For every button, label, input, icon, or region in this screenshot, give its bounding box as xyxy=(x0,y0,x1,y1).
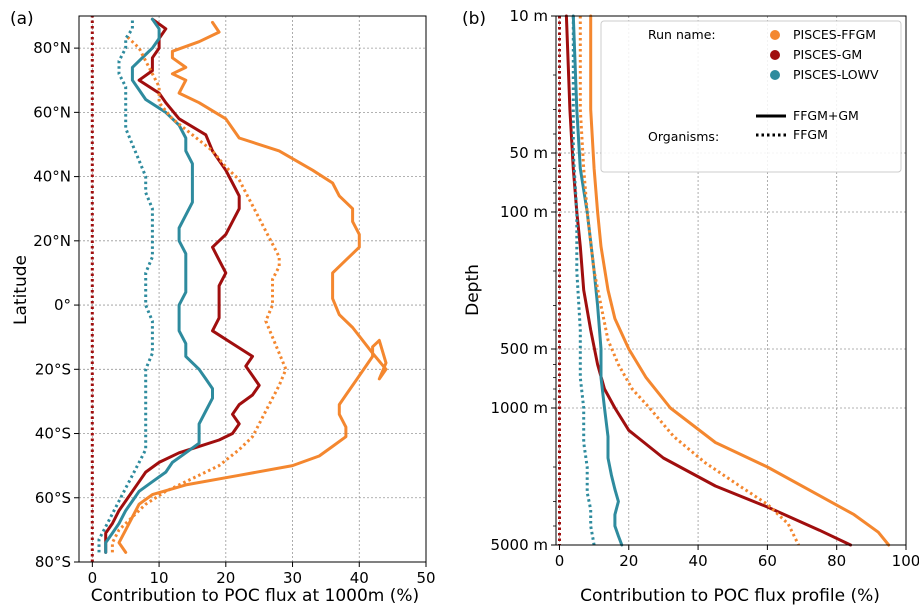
x-tick-label: 30 xyxy=(283,569,302,587)
y-tick-label: 80°N xyxy=(33,39,71,57)
legend-marker-pisces-gm xyxy=(770,50,780,60)
y-tick-label: 60°S xyxy=(35,489,71,507)
legend-frame xyxy=(600,20,902,173)
y-tick-label: 80°S xyxy=(35,553,71,571)
series-pisces-ffgm-ffgm-line xyxy=(110,34,288,553)
panel-a-label: (a) xyxy=(10,9,34,29)
panel-b-y-axis-label: Depth xyxy=(463,264,483,316)
legend-organisms-title: Organisms: xyxy=(648,129,719,144)
x-tick-label: 10 xyxy=(150,569,169,587)
legend-run-title: Run name: xyxy=(648,27,716,42)
legend-label-solid: FFGM+GM xyxy=(793,108,859,123)
legend-label-pisces-ffgm: PISCES-FFGM xyxy=(793,27,876,42)
panel-a-y-axis-label: Latitude xyxy=(11,255,31,325)
y-tick-label: 20°S xyxy=(35,360,71,378)
y-tick-label: 40°S xyxy=(35,425,71,443)
y-tick-label: 5000 m xyxy=(490,536,548,554)
panel-b-frame xyxy=(555,15,907,546)
x-tick-label: 60 xyxy=(758,552,777,570)
y-tick-label: 20°N xyxy=(33,232,71,250)
y-tick-label: 100 m xyxy=(500,203,548,221)
x-tick-label: 20 xyxy=(619,552,638,570)
y-tick-label: 50 m xyxy=(510,144,548,162)
x-tick-label: 20 xyxy=(216,569,235,587)
x-tick-label: 40 xyxy=(689,552,708,570)
y-tick-label: 60°N xyxy=(33,103,71,121)
legend-marker-pisces-ffgm xyxy=(770,30,780,40)
legend-label-dotted: FFGM xyxy=(793,127,828,142)
x-tick-label: 80 xyxy=(827,552,846,570)
series-pisces-ffgm-ffgm-line xyxy=(97,19,154,553)
panel-b: (b) 0 20 40 60 80 100 10 m 50 m 100 m 500 m 1000 … xyxy=(462,7,919,606)
x-tick-label: 40 xyxy=(350,569,369,587)
series-pisces-lowv-ffgm-line xyxy=(571,16,596,546)
panel-a-frame xyxy=(78,15,427,563)
series-pisces-lowv-ffgm-gm-line xyxy=(104,17,214,554)
legend-label-pisces-gm: PISCES-GM xyxy=(793,47,862,62)
x-tick-label: 100 xyxy=(892,552,919,570)
x-tick-label: 0 xyxy=(88,569,98,587)
x-tick-label: 0 xyxy=(555,552,565,570)
panel-b-label: (b) xyxy=(462,9,486,29)
series-pisces-ffgm-ffgm-gm-line xyxy=(117,20,388,554)
y-tick-label: 500 m xyxy=(500,340,548,358)
y-tick-label: 1000 m xyxy=(490,399,548,417)
legend-marker-pisces-lowv xyxy=(770,70,780,80)
series-pisces-gm-ffgm-gm-line xyxy=(104,17,261,554)
panel-a-x-axis-label: Contribution to POC flux at 1000m (%) xyxy=(91,586,419,606)
legend-label-pisces-lowv: PISCES-LOWV xyxy=(793,67,879,82)
panel-a: (a) 0 10 20 30 40 50 80°S 60°S 40°S 20°S 0° 20°N 40… xyxy=(10,9,436,606)
legend: Run name: Organisms: PISCES-FFGM PISCES-G… xyxy=(600,20,902,173)
y-tick-label: 40°N xyxy=(33,168,71,186)
y-tick-label: 0° xyxy=(54,296,71,314)
x-tick-label: 50 xyxy=(416,569,435,587)
y-tick-label: 10 m xyxy=(510,7,548,25)
series-pisces-ffgm-ffgm-gm-line xyxy=(589,14,891,547)
panel-b-x-axis-label: Contribution to POC flux profile (%) xyxy=(580,586,880,606)
